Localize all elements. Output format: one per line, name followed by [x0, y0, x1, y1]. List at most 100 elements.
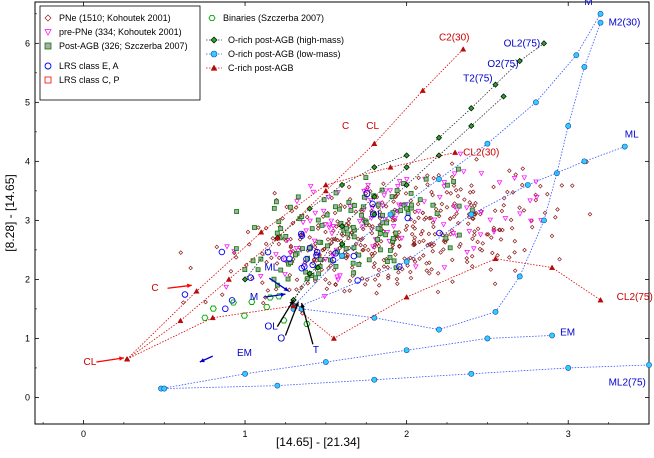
annotation-label: OL	[264, 322, 278, 333]
data-point	[522, 247, 527, 253]
data-point	[276, 219, 282, 225]
data-point	[342, 288, 347, 294]
data-point	[507, 168, 512, 173]
annotation-label: O	[277, 333, 285, 344]
data-point	[233, 255, 239, 260]
data-point	[430, 202, 436, 208]
data-point	[415, 209, 422, 215]
data-point	[462, 197, 467, 202]
data-point	[219, 292, 225, 298]
annotation-layer: M M2(30) OL2(75) O2(75) T2(75) C2(30) C CL CL2(3…	[83, 0, 652, 389]
data-point	[336, 206, 342, 212]
pointer-arrowhead	[119, 356, 124, 361]
data-point	[257, 274, 264, 280]
data-point	[427, 215, 432, 221]
data-point	[425, 242, 430, 248]
data-point	[383, 204, 389, 209]
series-point	[516, 57, 523, 65]
series-point	[646, 362, 652, 368]
legend-marker	[44, 14, 52, 22]
data-point	[432, 231, 438, 237]
data-point	[311, 238, 318, 244]
data-point	[321, 294, 328, 300]
scatter-background	[178, 151, 593, 327]
series-point	[314, 264, 321, 271]
data-point	[376, 283, 382, 288]
annotation-label: EM	[560, 327, 575, 338]
data-point	[280, 216, 285, 221]
legend-marker	[210, 50, 218, 58]
series-point	[541, 217, 547, 224]
data-point	[451, 214, 457, 220]
data-point	[375, 202, 381, 208]
data-point	[304, 214, 310, 220]
series-point	[242, 370, 248, 377]
data-point	[352, 203, 357, 208]
data-point	[245, 229, 251, 235]
data-point	[354, 277, 361, 284]
data-point	[385, 265, 390, 270]
series-point	[484, 140, 491, 147]
data-point	[269, 255, 274, 261]
legend-label: LRS class C, P	[59, 75, 120, 85]
data-point	[260, 300, 266, 306]
data-point	[404, 223, 410, 229]
data-point	[405, 210, 411, 216]
data-point	[436, 194, 443, 200]
annotation-label: OL2(75)	[504, 38, 541, 49]
data-point	[369, 251, 374, 257]
data-point	[240, 312, 248, 319]
data-point	[274, 261, 280, 266]
data-point	[390, 236, 396, 241]
series-line	[293, 146, 625, 310]
series-point	[193, 288, 200, 294]
data-point	[453, 188, 459, 193]
legend-marker	[44, 76, 52, 84]
series-line	[126, 48, 464, 360]
data-point	[329, 231, 335, 237]
data-point	[376, 267, 382, 273]
data-point	[430, 192, 435, 198]
annotation-label: CL	[83, 357, 96, 368]
data-point	[287, 204, 293, 210]
data-point	[276, 241, 282, 247]
data-point	[275, 293, 283, 300]
data-point	[436, 229, 443, 237]
data-point	[282, 257, 288, 263]
axis-ticks: 0 1 2 3 0 1 2 3 4 5 6	[25, 2, 649, 439]
data-point	[324, 286, 330, 292]
series-point	[124, 355, 131, 362]
series-point	[330, 335, 337, 341]
legend-label: Post-AGB (326; Szczerba 2007)	[59, 41, 188, 51]
data-point	[326, 225, 333, 231]
pointer-arrow	[276, 299, 295, 327]
data-point	[304, 276, 310, 282]
data-point	[334, 274, 340, 280]
y-axis-label: [8.28] - [14.65]	[3, 174, 17, 251]
series-point	[492, 308, 499, 315]
series-point	[492, 255, 499, 262]
data-point	[360, 226, 366, 232]
data-point	[439, 201, 445, 207]
data-point	[343, 255, 349, 261]
data-point	[377, 209, 383, 215]
series-point	[161, 385, 168, 392]
data-point	[529, 224, 535, 230]
series-line	[126, 258, 601, 360]
data-point	[431, 217, 438, 223]
data-point	[345, 252, 351, 258]
data-point	[492, 281, 498, 287]
data-point	[469, 253, 475, 259]
data-point	[229, 299, 237, 306]
data-point	[258, 256, 264, 262]
data-point	[408, 190, 414, 196]
data-point	[421, 238, 426, 243]
series-point	[322, 187, 329, 194]
data-point	[188, 265, 193, 271]
legend-marker	[210, 36, 218, 44]
data-point	[325, 243, 330, 249]
data-point	[409, 231, 415, 237]
legend-marker	[208, 14, 216, 22]
data-point	[449, 174, 455, 180]
x-tick-label: 2	[404, 429, 409, 439]
